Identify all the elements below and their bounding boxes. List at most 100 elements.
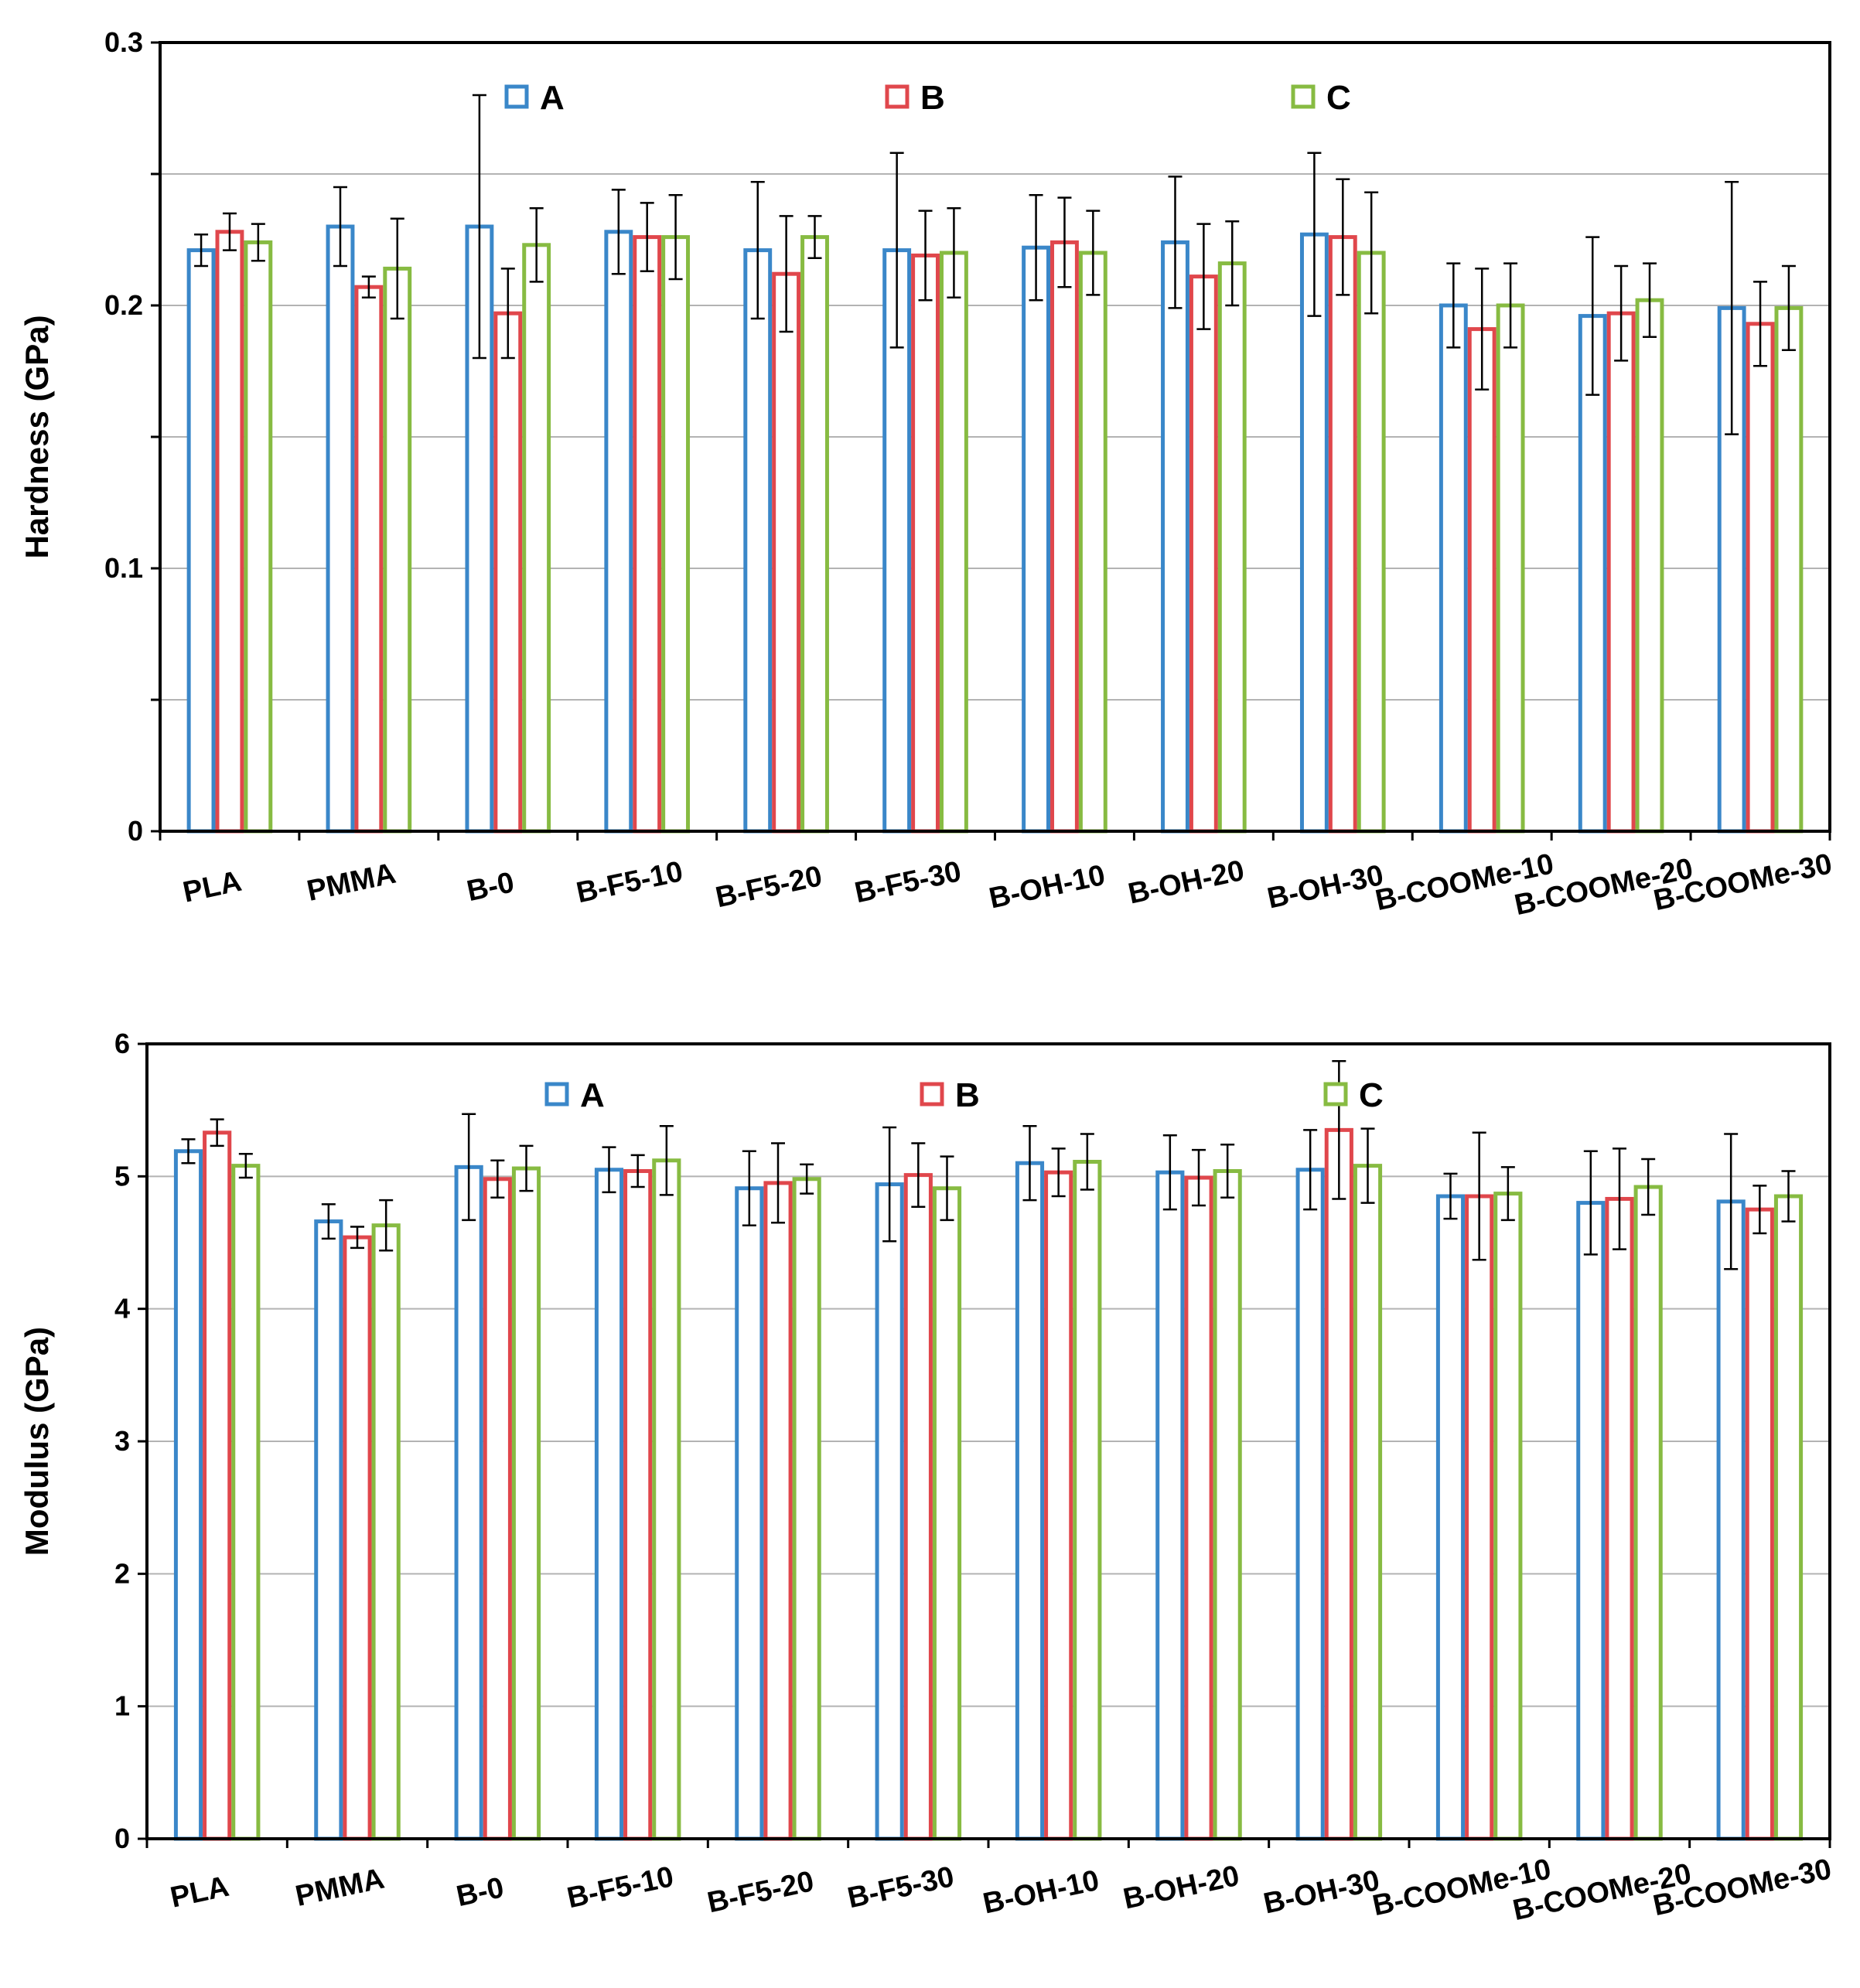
bar-C-B-COOMe-10 — [1493, 1192, 1523, 1841]
bar-B-B-OH-10 — [1044, 1170, 1073, 1841]
y-tick-label: 2 — [114, 1557, 130, 1589]
category-label: B-F5-10 — [574, 855, 686, 909]
bar-C-PMMA — [383, 266, 412, 834]
legend-swatch-C — [1323, 1082, 1348, 1107]
category-label: B-OH-10 — [986, 859, 1107, 916]
bar-C-B-COOMe-30 — [1774, 305, 1804, 834]
y-tick-label: 4 — [114, 1293, 130, 1325]
bar-A-B-COOMe-30 — [1716, 1199, 1746, 1841]
bar-A-B-0 — [454, 1164, 483, 1841]
y-axis-title: Hardness (GPa) — [19, 315, 55, 558]
bar-C-B-F5-20 — [800, 235, 829, 834]
bar-A-B-OH-30 — [1295, 1168, 1325, 1841]
bar-C-B-F5-30 — [932, 1186, 962, 1841]
bar-A-B-COOMe-10 — [1435, 1194, 1466, 1841]
chart-panel-1: 0 0.1 0.2 0.3 PLA PMMA B-0 B-F5-10 B-F5-20 B-F5-3… — [19, 26, 1835, 922]
bar-A-B-F5-20 — [735, 1186, 764, 1841]
bar-C-B-F5-30 — [939, 251, 968, 834]
category-label: PLA — [180, 865, 244, 909]
bar-C-B-OH-10 — [1078, 251, 1107, 834]
y-tick-label: 3 — [114, 1425, 130, 1457]
bar-B-B-F5-30 — [903, 1173, 933, 1841]
bar-C-B-F5-10 — [652, 1158, 681, 1841]
bar-A-B-COOMe-20 — [1576, 1201, 1606, 1841]
category-label: PMMA — [292, 1863, 387, 1913]
bar-C-B-0 — [522, 243, 551, 834]
bar-B-B-COOMe-10 — [1467, 327, 1497, 834]
bar-B-B-F5-10 — [633, 235, 662, 834]
bar-B-B-F5-10 — [623, 1168, 653, 1841]
bar-C-B-COOMe-30 — [1773, 1194, 1804, 1841]
bar-C-B-OH-20 — [1213, 1168, 1242, 1841]
bar-B-PMMA — [343, 1235, 372, 1841]
category-label: B-F5-30 — [852, 855, 964, 909]
legend-swatch-C — [1291, 84, 1316, 109]
category-label: B-F5-30 — [845, 1860, 957, 1915]
bar-C-PMMA — [371, 1223, 401, 1841]
y-tick-label: 0.1 — [104, 552, 143, 584]
bar-B-PMMA — [354, 285, 384, 834]
bar-C-B-OH-20 — [1217, 261, 1247, 834]
bar-A-B-F5-10 — [604, 230, 633, 834]
bar-A-PLA — [186, 248, 216, 834]
bar-B-B-COOMe-30 — [1745, 1207, 1774, 1841]
bar-A-B-COOMe-10 — [1439, 303, 1468, 834]
legend-label-A: A — [580, 1076, 605, 1114]
y-tick-label: 0.3 — [104, 26, 143, 58]
bar-C-PLA — [244, 240, 273, 834]
legend-swatch-A — [544, 1082, 569, 1107]
bar-C-B-0 — [511, 1166, 541, 1841]
category-label: B-F5-20 — [713, 860, 825, 914]
bar-B-B-OH-10 — [1050, 240, 1079, 834]
category-label: B-F5-10 — [565, 1860, 677, 1915]
category-label: PLA — [168, 1870, 232, 1915]
legend-label-C: C — [1326, 79, 1351, 117]
bar-C-B-OH-30 — [1353, 1164, 1383, 1841]
bar-A-PMMA — [326, 224, 355, 834]
bar-A-B-F5-20 — [743, 248, 773, 834]
bar-C-B-COOMe-20 — [1633, 1185, 1663, 1841]
bar-B-B-F5-20 — [763, 1181, 793, 1841]
y-tick-label: 1 — [114, 1690, 130, 1722]
bar-C-PLA — [231, 1164, 261, 1841]
y-axis-title: Modulus (GPa) — [19, 1327, 55, 1556]
bar-B-B-F5-20 — [772, 271, 801, 834]
category-label: B-OH-30 — [1261, 1864, 1382, 1921]
category-label: B-0 — [454, 1871, 507, 1913]
bar-A-B-F5-30 — [875, 1182, 904, 1841]
bar-B-B-COOMe-20 — [1606, 311, 1636, 834]
category-label: B-OH-20 — [1121, 1860, 1242, 1916]
bar-B-B-COOMe-30 — [1746, 322, 1775, 834]
bar-C-B-F5-10 — [661, 235, 691, 834]
category-label: PMMA — [304, 858, 398, 908]
bar-C-B-OH-30 — [1357, 251, 1386, 834]
bar-B-B-F5-30 — [911, 253, 940, 834]
legend-label-B: B — [920, 79, 945, 117]
category-label: B-OH-10 — [980, 1864, 1101, 1921]
category-label: B-0 — [464, 866, 517, 908]
legend-swatch-A — [504, 84, 529, 109]
legend-swatch-B — [885, 84, 910, 109]
y-tick-label: 0.2 — [104, 289, 143, 321]
y-tick-label: 0 — [128, 815, 143, 847]
bar-B-B-0 — [483, 1177, 512, 1841]
chart-panel-2: 0 1 2 3 4 5 6 PLA PMMA B-0 B-F5-10 B-F5-20 B-F5-30 B-… — [19, 1028, 1834, 1927]
bar-B-B-OH-30 — [1328, 235, 1357, 834]
bar-A-B-OH-30 — [1299, 232, 1329, 834]
bar-B-PLA — [203, 1130, 232, 1841]
y-tick-label: 5 — [114, 1160, 130, 1192]
bar-B-PLA — [215, 230, 244, 834]
bar-A-B-OH-10 — [1022, 245, 1051, 834]
bar-B-B-0 — [493, 311, 523, 834]
bar-B-B-OH-20 — [1189, 275, 1218, 834]
category-label: B-F5-20 — [705, 1865, 817, 1919]
bar-C-B-F5-20 — [792, 1177, 821, 1841]
bar-A-PMMA — [314, 1219, 343, 1841]
bar-A-B-OH-10 — [1015, 1161, 1045, 1841]
bar-A-B-COOMe-20 — [1578, 314, 1607, 834]
bar-B-B-COOMe-10 — [1465, 1194, 1494, 1841]
legend-label-C: C — [1359, 1076, 1384, 1114]
bar-A-B-OH-20 — [1155, 1170, 1185, 1841]
y-tick-label: 0 — [114, 1823, 130, 1854]
